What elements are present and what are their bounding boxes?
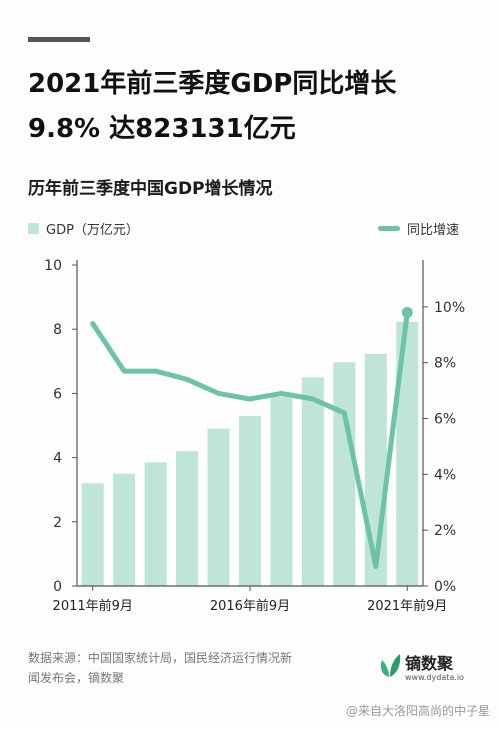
- bar-2: [113, 473, 136, 586]
- y-left-tick-label: 10: [44, 258, 62, 274]
- data-source-line-1: 数据来源：中国国家统计局，国民经济运行情况新: [28, 651, 293, 665]
- growth-line-end-point: [401, 306, 413, 318]
- y-right-tick-label: 6%: [434, 412, 456, 428]
- legend-line-label: 同比增速: [407, 223, 460, 238]
- legend-bar-label: GDP（万亿元）: [46, 223, 139, 238]
- y-right-tick-label: 8%: [434, 356, 456, 372]
- y-right-tick-label: 10%: [434, 300, 465, 316]
- brand-name: 镝数聚: [405, 654, 454, 673]
- brand: 镝数聚 www.dydata.io: [378, 650, 464, 684]
- headline: 2021年前三季度GDP同比增长 9.8% 达823131亿元: [28, 62, 478, 152]
- bar-4: [176, 451, 199, 586]
- bar-3: [144, 462, 167, 586]
- x-tick-label: 2016年前9月: [210, 598, 290, 614]
- y-left-tick-label: 4: [53, 451, 62, 467]
- bar-5: [207, 428, 230, 586]
- legend-bar: GDP（万亿元）: [28, 219, 139, 238]
- x-tick-label: 2011年前9月: [53, 598, 133, 614]
- legend-line: 同比增速: [378, 219, 459, 238]
- data-source-line-2: 闻发布会，镝数聚: [28, 671, 125, 685]
- leaf-logo-icon: [380, 654, 401, 677]
- watermark: @来自大洛阳高尚的中子星: [345, 704, 490, 718]
- y-right-tick-label: 0%: [434, 579, 456, 595]
- y-right-tick-label: 2%: [434, 523, 456, 539]
- header-accent-bar: [28, 37, 90, 42]
- headline-line-1: 2021年前三季度GDP同比增长: [28, 69, 397, 99]
- bar-11: [396, 321, 419, 586]
- growth-line: [90, 309, 410, 569]
- y-left-tick-label: 8: [53, 322, 62, 338]
- bar-1: [81, 483, 104, 586]
- y-right-tick-label: 4%: [434, 467, 456, 483]
- x-tick-label: 2021年前9月: [367, 598, 447, 614]
- bar-7: [270, 396, 293, 586]
- data-source: 数据来源：中国国家统计局，国民经济运行情况新 闻发布会，镝数聚: [28, 648, 358, 688]
- gdp-chart: 0 2 4 6 8 10 0% 2% 4% 6% 8% 10% 2011年前9月 2016年前9月 2021…: [44, 258, 465, 614]
- legend-line-swatch: [378, 226, 400, 231]
- brand-url: www.dydata.io: [405, 673, 464, 682]
- legend-bar-swatch: [28, 223, 39, 234]
- y-left-tick-label: 6: [53, 386, 62, 402]
- bar-8: [301, 377, 324, 586]
- bar-9: [333, 362, 356, 586]
- chart-title: 历年前三季度中国GDP增长情况: [28, 179, 273, 199]
- y-left-tick-label: 0: [53, 579, 62, 595]
- bar-6: [238, 415, 262, 586]
- y-left-tick-label: 2: [53, 515, 62, 531]
- headline-line-2: 9.8% 达823131亿元: [28, 114, 296, 144]
